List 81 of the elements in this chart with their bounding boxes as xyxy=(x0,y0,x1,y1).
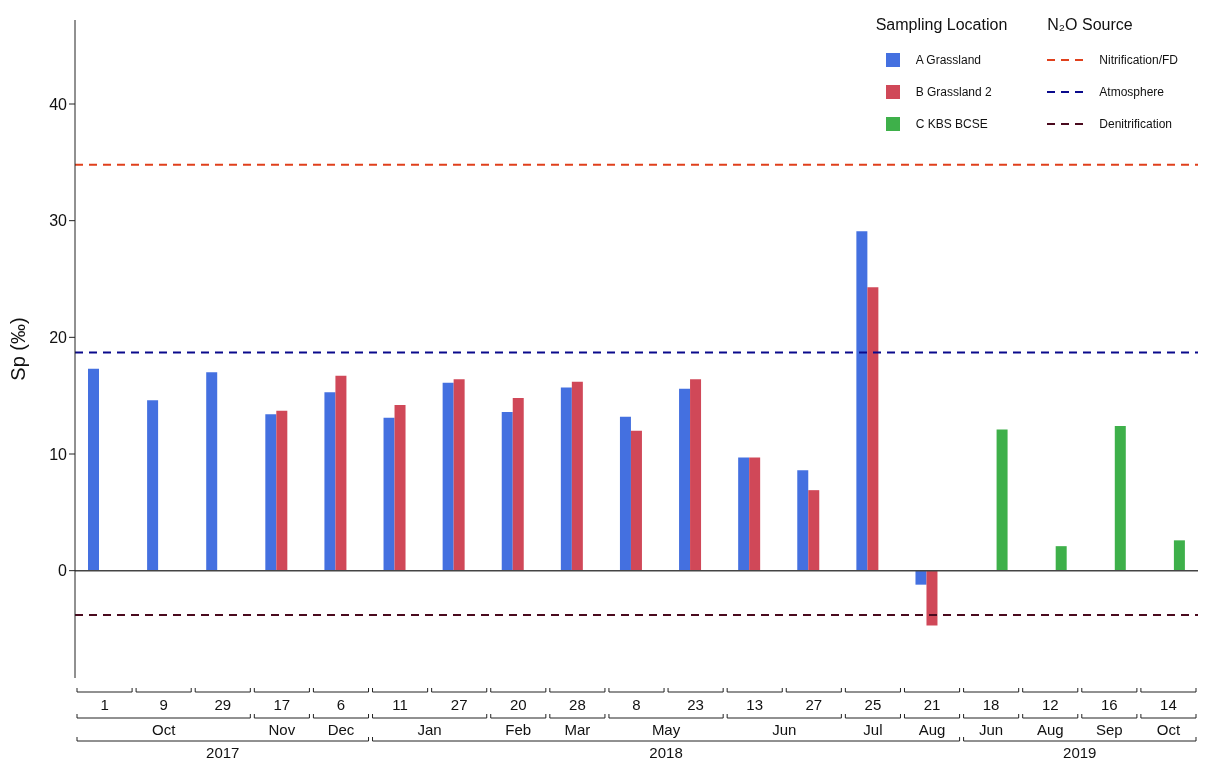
bar xyxy=(856,231,868,571)
y-tick-label: 0 xyxy=(58,562,68,580)
bar xyxy=(571,381,583,571)
x-tick-label: 13 xyxy=(746,696,764,713)
x-tick-label: 17 xyxy=(273,696,291,713)
bar xyxy=(749,457,761,571)
text: Aug xyxy=(918,721,946,738)
bar xyxy=(996,429,1008,571)
bar xyxy=(512,398,524,571)
x-tick-label: 14 xyxy=(1160,696,1177,713)
x-tick-label: 21 xyxy=(923,696,941,713)
bar xyxy=(501,412,513,571)
bar xyxy=(797,470,809,571)
text: Aug xyxy=(1036,721,1064,738)
bar xyxy=(206,372,218,571)
y-axis-title: Sp (‰) xyxy=(7,317,30,381)
x-tick-label: 28 xyxy=(569,696,586,713)
legend-label: B Grassland 2 xyxy=(914,84,993,101)
bar xyxy=(442,382,454,571)
text: May xyxy=(651,721,681,738)
bar xyxy=(276,410,288,571)
text: Dec xyxy=(327,721,355,738)
bar xyxy=(394,405,406,571)
bar xyxy=(690,379,702,571)
x-tick-label: 1 xyxy=(100,696,109,713)
x-tick-label: 27 xyxy=(805,696,823,713)
bar xyxy=(453,379,465,571)
legend-label: A Grassland xyxy=(914,52,983,69)
x-tick-label: 11 xyxy=(392,696,408,713)
x-tick-label: 18 xyxy=(982,696,1000,713)
bar xyxy=(88,368,99,571)
bar xyxy=(738,457,750,571)
bar xyxy=(383,417,395,571)
text: 2017 xyxy=(206,744,240,761)
x-tick-label: 20 xyxy=(509,696,527,713)
bar xyxy=(630,430,642,571)
legend-label: C KBS BCSE xyxy=(914,116,989,133)
annotation: N₂O Source xyxy=(1047,16,1134,34)
text: 2018 xyxy=(649,744,683,761)
text: Sep xyxy=(1095,721,1123,738)
bar xyxy=(1114,426,1126,571)
legend-label: Nitrification/FD xyxy=(1098,52,1178,69)
x-tick-label: 27 xyxy=(450,696,468,713)
bar xyxy=(867,287,879,571)
x-tick-label: 12 xyxy=(1041,696,1059,713)
text: 2019 xyxy=(1063,744,1097,761)
bar xyxy=(560,387,572,571)
x-tick-label: 9 xyxy=(159,696,168,713)
text: Nov xyxy=(268,721,296,738)
x-tick-label: 16 xyxy=(1101,696,1118,713)
x-tick-label: 23 xyxy=(687,696,704,713)
legend-label: Atmosphere xyxy=(1098,84,1165,101)
y-tick-label: 40 xyxy=(49,95,68,113)
bar xyxy=(147,400,159,571)
x-tick-label: 6 xyxy=(336,696,346,713)
text: Jul xyxy=(863,721,883,738)
x-tick-label: 29 xyxy=(214,696,232,713)
bar xyxy=(324,392,336,571)
bar xyxy=(679,388,691,571)
bar xyxy=(915,570,927,585)
bar xyxy=(335,375,347,571)
text: Jan xyxy=(417,721,442,738)
x-tick-label: 25 xyxy=(864,696,882,713)
y-tick-label: 20 xyxy=(49,329,68,347)
y-tick-label: 30 xyxy=(49,212,68,230)
bar xyxy=(1055,546,1067,571)
bar xyxy=(619,416,631,571)
text: Oct xyxy=(151,721,177,738)
bar xyxy=(265,414,277,571)
bar xyxy=(926,570,938,626)
y-tick-label: 10 xyxy=(49,445,68,463)
x-tick-label: 8 xyxy=(632,696,641,713)
text: Mar xyxy=(564,721,591,738)
legend-title: Sampling Location xyxy=(875,16,1008,34)
text: Oct xyxy=(1156,721,1181,738)
text: Feb xyxy=(505,721,532,738)
bar xyxy=(808,490,820,571)
text: Jun xyxy=(979,721,1004,738)
legend-label: Denitrification xyxy=(1098,116,1173,133)
text: Jun xyxy=(772,721,797,738)
bar xyxy=(1173,540,1185,571)
